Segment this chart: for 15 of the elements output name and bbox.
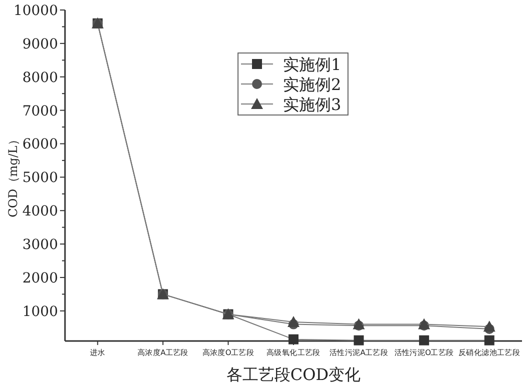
y-tick-label: 8000 xyxy=(22,70,58,86)
y-tick-label: 10000 xyxy=(13,3,58,19)
y-axis-title: COD（mg/L） xyxy=(6,134,20,218)
y-tick-label: 2000 xyxy=(22,270,58,286)
y-tick-label: 9000 xyxy=(22,36,58,52)
y-tick-label: 5000 xyxy=(22,170,58,186)
legend-label: 实施例2 xyxy=(283,75,342,94)
y-tick-label: 4000 xyxy=(22,204,58,220)
y-tick-label: 3000 xyxy=(22,237,58,254)
y-tick-label: 7000 xyxy=(22,103,58,120)
y-tick-label: 6000 xyxy=(22,136,58,153)
legend-label: 实施例3 xyxy=(283,95,342,114)
legend-label: 实施例1 xyxy=(283,55,342,74)
y-tick-label: 1000 xyxy=(22,304,58,320)
x-axis-title: 各工艺段COD变化 xyxy=(226,365,361,384)
